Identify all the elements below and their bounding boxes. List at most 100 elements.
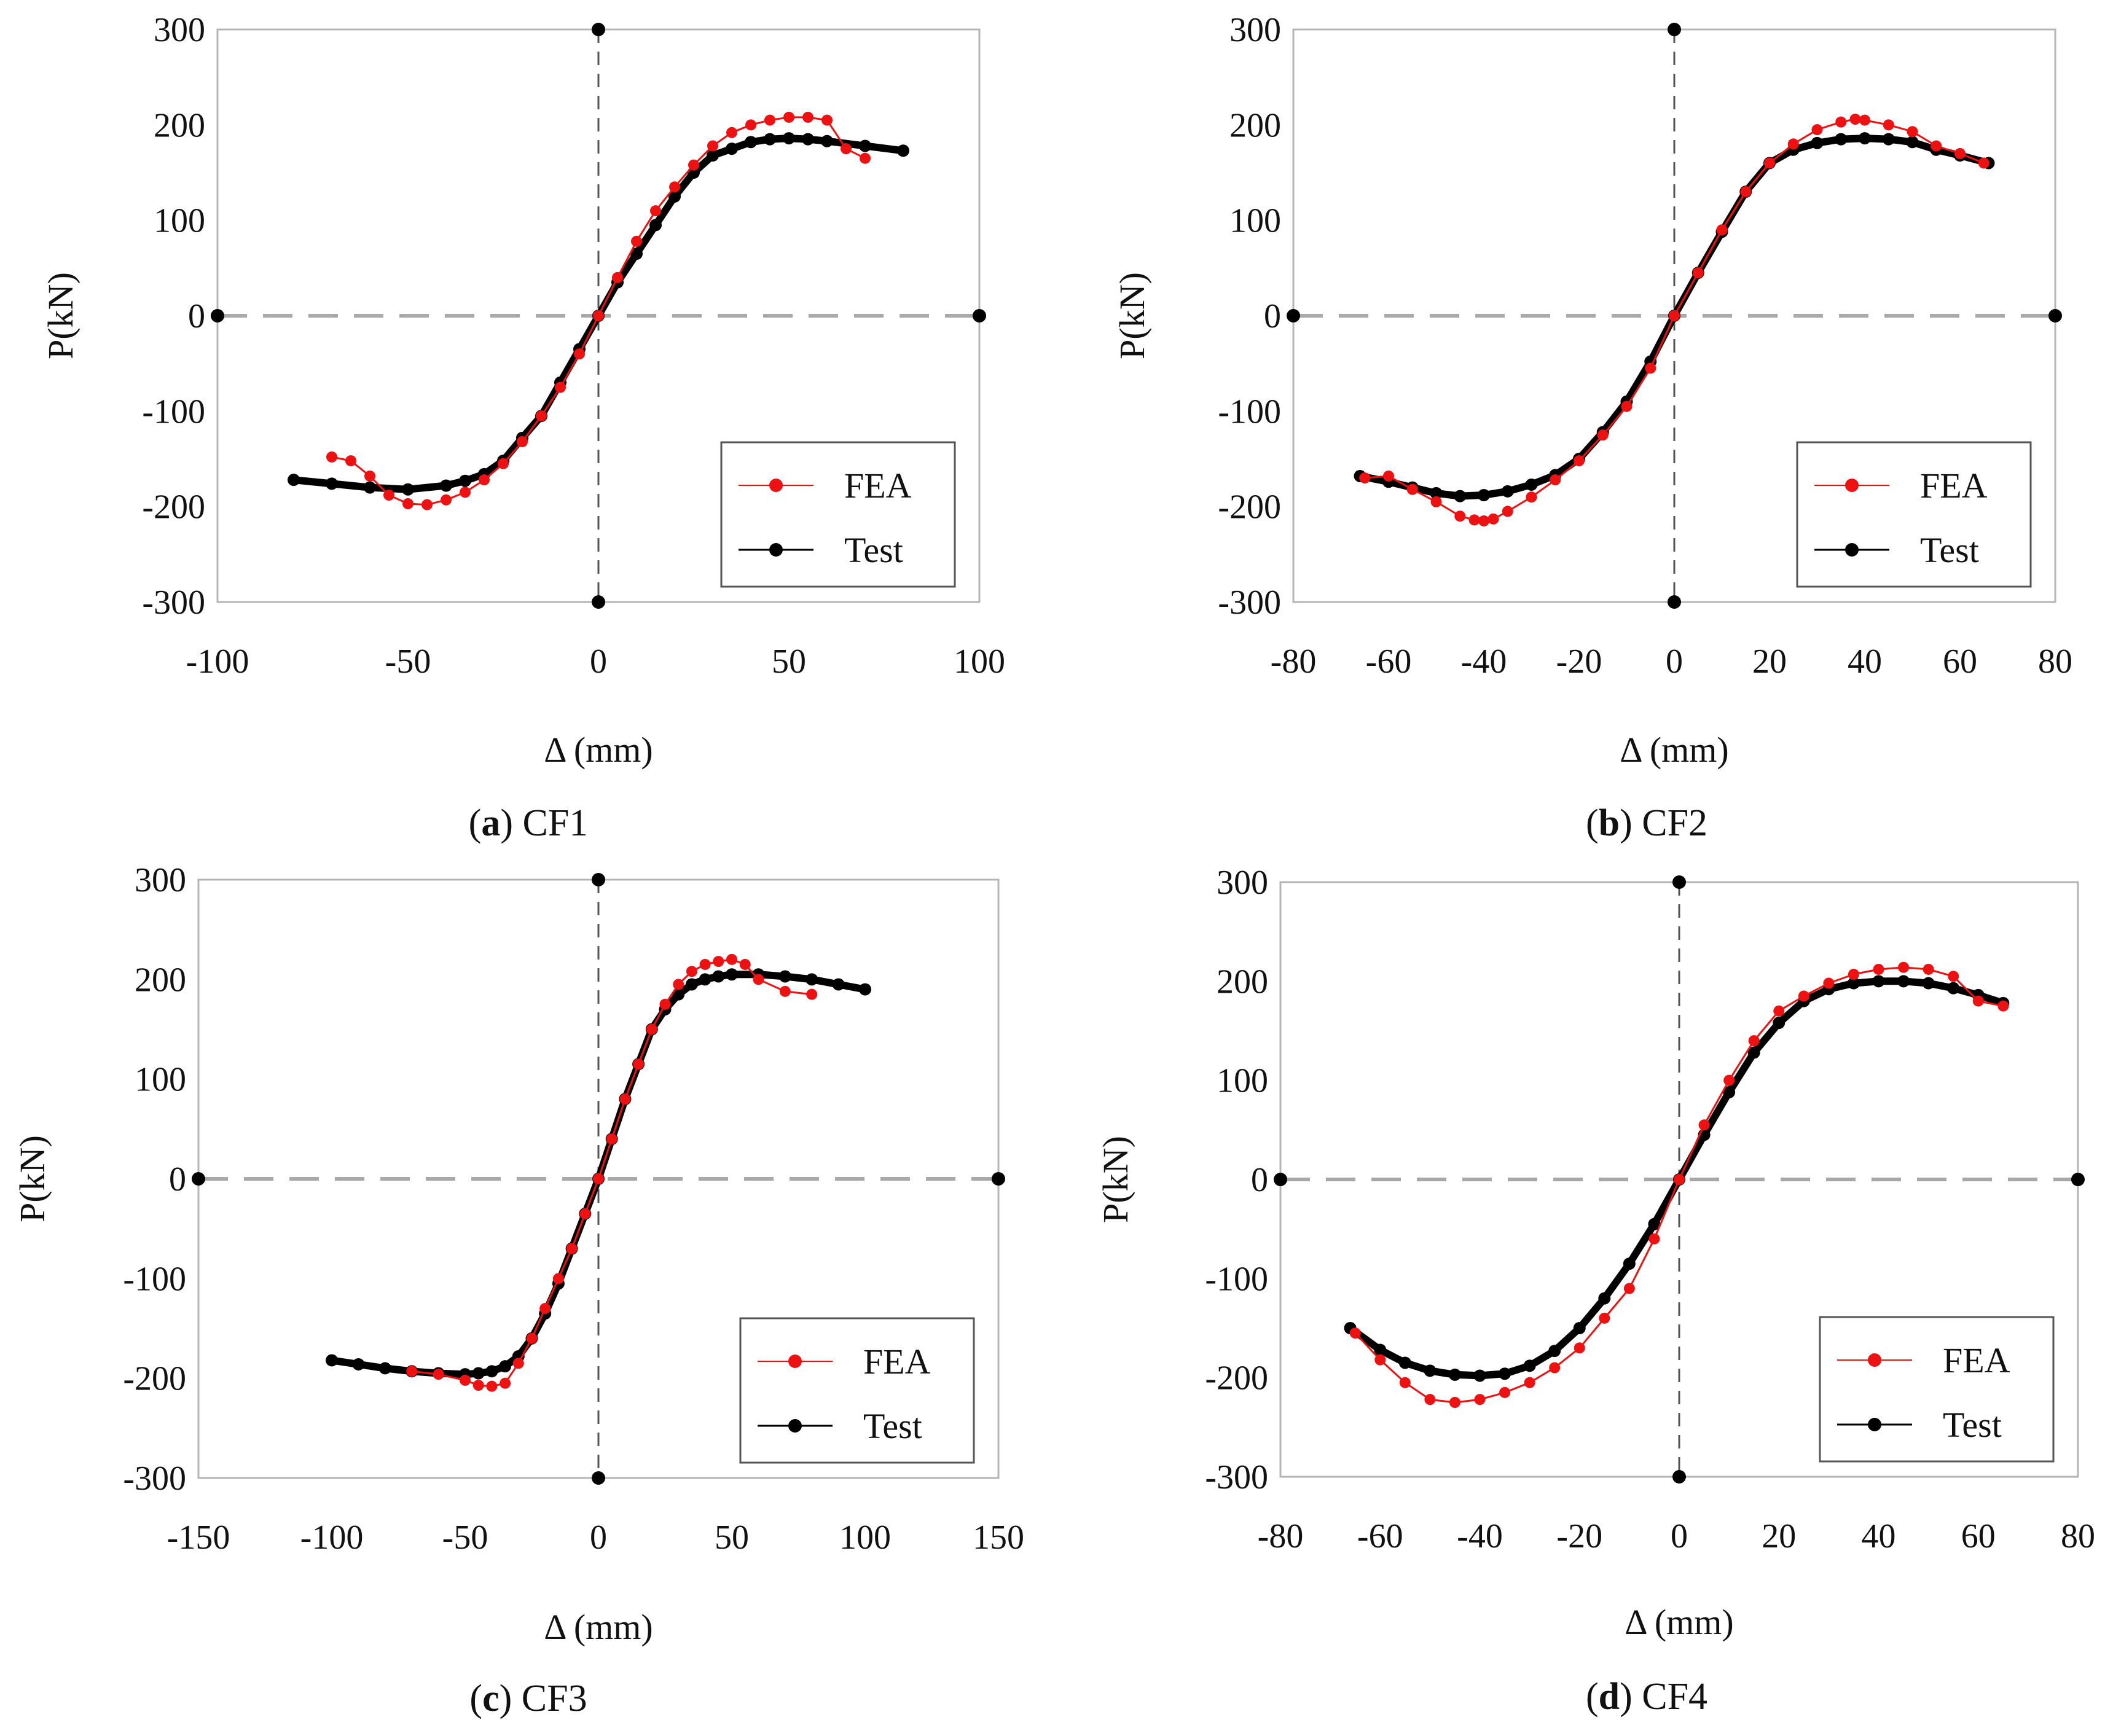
y-tick-label: -300 <box>1218 584 1281 622</box>
data-point-fea <box>669 181 680 193</box>
data-point-fea <box>555 381 566 393</box>
data-point-test <box>707 149 719 162</box>
data-point-fea <box>1574 1342 1585 1354</box>
data-point-test <box>1374 1343 1387 1356</box>
x-tick-label: -100 <box>186 643 249 681</box>
data-point-fea <box>460 487 471 498</box>
data-point-test <box>745 136 757 149</box>
data-point-test <box>1623 1257 1636 1270</box>
data-point-test <box>1859 132 1871 145</box>
caption-letter: d <box>1599 1676 1620 1718</box>
data-point-fea <box>472 1380 484 1391</box>
caption-letter: c <box>482 1678 500 1719</box>
y-tick-label: 0 <box>1264 297 1281 335</box>
legend: FEA Test <box>1796 441 2032 588</box>
data-point-test <box>821 135 833 147</box>
data-point-fea <box>1359 472 1371 484</box>
data-point-fea <box>1549 1362 1561 1374</box>
legend-swatch-marker <box>1845 543 1859 557</box>
x-tick-label: 40 <box>1848 643 1882 681</box>
data-point-fea <box>1623 1283 1635 1294</box>
data-point-fea <box>1349 1327 1361 1339</box>
data-point-fea <box>646 1023 657 1035</box>
data-point-fea <box>688 159 699 171</box>
y-tick-label: -300 <box>123 1460 186 1498</box>
data-point-test <box>1501 485 1514 498</box>
caption-paren: ( <box>1586 802 1599 844</box>
data-point-test <box>1424 1364 1437 1377</box>
data-point-fea <box>612 272 623 283</box>
data-point-fea <box>1454 510 1466 522</box>
axis-end-marker <box>1672 1470 1686 1484</box>
data-point-fea <box>1723 1074 1735 1086</box>
y-tick-label: 200 <box>1229 106 1281 144</box>
axis-end-marker <box>2071 1173 2085 1186</box>
data-point-fea <box>1488 513 1499 525</box>
caption-paren: ( <box>469 1678 482 1719</box>
axis-end-marker <box>1672 875 1686 889</box>
data-point-fea <box>1599 1312 1610 1324</box>
y-tick-label: 300 <box>154 11 205 49</box>
axis-end-marker <box>592 1471 605 1485</box>
data-point-test <box>1448 1368 1461 1381</box>
data-point-fea <box>1748 1035 1760 1047</box>
data-point-fea <box>1898 961 1910 973</box>
data-point-fea <box>1669 310 1680 321</box>
data-point-test <box>897 144 909 157</box>
data-point-fea <box>517 436 528 448</box>
y-tick-label: 0 <box>1251 1161 1268 1199</box>
data-point-test <box>364 481 376 494</box>
data-point-fea <box>345 455 356 467</box>
data-point-fea <box>1873 963 1884 975</box>
data-point-test <box>1947 982 1960 995</box>
legend: FEA Test <box>1819 1316 2055 1463</box>
axis-end-marker <box>2048 309 2062 323</box>
caption-specimen: ) CF1 <box>500 802 588 844</box>
caption-paren: ( <box>1586 1676 1599 1718</box>
data-point-fea <box>764 114 775 126</box>
axis-end-marker <box>592 873 605 886</box>
data-point-fea <box>1740 186 1752 198</box>
data-point-fea <box>1773 1005 1785 1017</box>
legend-swatch-marker <box>1868 1418 1881 1431</box>
data-point-test <box>1872 975 1885 988</box>
data-point-test <box>1478 489 1490 502</box>
data-point-fea <box>1550 474 1561 486</box>
data-point-fea <box>479 474 490 486</box>
legend-box <box>1796 441 2032 588</box>
data-point-fea <box>1823 977 1835 989</box>
data-point-fea <box>1798 990 1809 1002</box>
legend-box <box>739 1317 975 1464</box>
data-point-test <box>1747 1046 1760 1059</box>
axis-end-marker <box>973 309 986 323</box>
data-point-test <box>440 479 452 492</box>
data-point-fea <box>579 1208 591 1219</box>
data-point-test <box>1882 133 1895 146</box>
data-point-test <box>1648 1218 1661 1230</box>
y-tick-label: -300 <box>142 584 205 622</box>
data-point-fea <box>539 1303 551 1315</box>
x-tick-label: -100 <box>300 1519 364 1557</box>
data-point-test <box>778 970 791 983</box>
y-tick-label: 200 <box>1217 963 1268 1001</box>
data-point-test <box>672 988 685 1001</box>
x-tick-label: 50 <box>715 1519 749 1557</box>
data-point-test <box>764 133 776 146</box>
x-tick-label: 60 <box>1961 1517 1996 1555</box>
x-tick-label: -20 <box>1556 1517 1602 1555</box>
data-point-test <box>472 1367 485 1380</box>
x-tick-label: 60 <box>1943 643 1977 681</box>
y-axis-label: P(kN) <box>12 1135 52 1222</box>
chart-caption: (a) CF1 <box>469 802 589 844</box>
data-point-test <box>288 474 300 487</box>
x-tick-label: -50 <box>442 1519 488 1557</box>
axis-end-marker <box>1287 309 1300 323</box>
data-point-fea <box>1978 157 1989 169</box>
axis-end-marker <box>992 1172 1005 1186</box>
x-tick-label: 80 <box>2038 643 2072 681</box>
data-point-test <box>859 139 871 152</box>
data-point-fea <box>1698 1119 1710 1131</box>
data-point-fea <box>1972 995 1984 1007</box>
data-point-fea <box>1478 515 1489 526</box>
data-point-test <box>352 1358 365 1370</box>
